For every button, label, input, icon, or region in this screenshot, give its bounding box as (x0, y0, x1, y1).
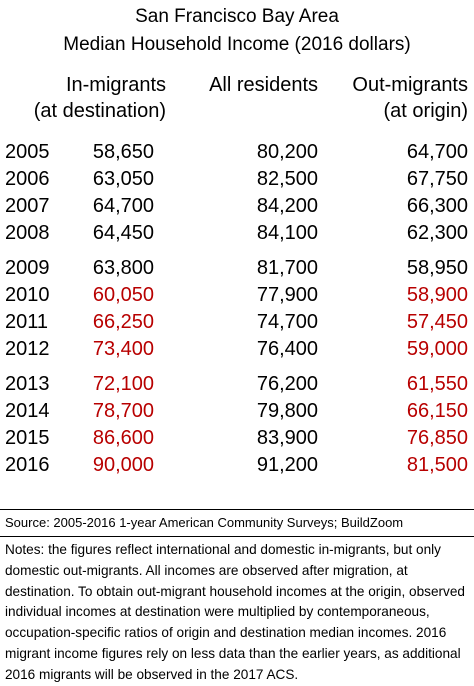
year-cell: 2005 (5, 141, 50, 163)
year-cell: 2011 (5, 311, 49, 333)
out-migrants-cell: 76,850 (406, 427, 468, 449)
in-migrants-cell: 86,600 (92, 427, 154, 449)
header-in-migrants-line2: (at destination) (33, 100, 166, 122)
year-cell: 2008 (5, 222, 50, 244)
in-migrants-cell: 90,000 (92, 454, 154, 476)
out-migrants-cell: 57,450 (406, 311, 468, 333)
all-residents-cell: 81,700 (256, 257, 318, 279)
table-row: 2015 86,600 83,900 76,850 (0, 425, 474, 452)
source-note: Source: 2005-2016 1-year American Commun… (5, 515, 404, 530)
all-residents-cell: 76,400 (256, 338, 318, 360)
in-migrants-cell: 72,100 (92, 373, 154, 395)
year-cell: 2007 (5, 195, 50, 217)
all-residents-cell: 91,200 (256, 454, 318, 476)
header-all-residents: All residents (190, 72, 318, 98)
table-row: 2009 63,800 81,700 58,950 (0, 255, 474, 282)
in-migrants-cell: 78,700 (92, 400, 154, 422)
table-row: 2016 90,000 91,200 81,500 (0, 452, 474, 479)
notes-text: Notes: the figures reflect international… (5, 542, 465, 682)
all-residents-cell: 83,900 (256, 427, 318, 449)
header-out-migrants-line2: (at origin) (383, 100, 468, 122)
in-migrants-cell: 58,650 (92, 141, 154, 163)
table-row: 2012 73,400 76,400 59,000 (0, 336, 474, 363)
year-cell: 2013 (5, 373, 50, 395)
header-all-residents-label: All residents (209, 74, 318, 96)
in-migrants-cell: 73,400 (92, 338, 154, 360)
in-migrants-cell: 60,050 (92, 284, 154, 306)
header-in-migrants: In-migrants (at destination) (0, 72, 166, 124)
table-row: 2010 60,050 77,900 58,900 (0, 282, 474, 309)
year-cell: 2009 (5, 257, 50, 279)
all-residents-cell: 84,200 (256, 195, 318, 217)
year-cell: 2016 (5, 454, 50, 476)
in-migrants-cell: 63,800 (92, 257, 154, 279)
all-residents-cell: 74,700 (256, 311, 318, 333)
year-cell: 2014 (5, 400, 50, 422)
out-migrants-cell: 66,150 (406, 400, 468, 422)
year-cell: 2010 (5, 284, 50, 306)
chart-title-line1: San Francisco Bay Area (135, 6, 339, 27)
header-in-migrants-line1: In-migrants (65, 74, 166, 96)
out-migrants-cell: 64,700 (406, 141, 468, 163)
table-row: 2005 58,650 80,200 64,700 (0, 139, 474, 166)
all-residents-cell: 79,800 (256, 400, 318, 422)
out-migrants-cell: 66,300 (406, 195, 468, 217)
all-residents-cell: 84,100 (256, 222, 318, 244)
table-row: 2013 72,100 76,200 61,550 (0, 371, 474, 398)
in-migrants-cell: 66,250 (92, 311, 154, 333)
year-cell: 2012 (5, 338, 50, 360)
out-migrants-cell: 58,950 (406, 257, 468, 279)
in-migrants-cell: 64,700 (92, 195, 154, 217)
table-row: 2007 64,700 84,200 66,300 (0, 193, 474, 220)
out-migrants-cell: 59,000 (406, 338, 468, 360)
all-residents-cell: 76,200 (256, 373, 318, 395)
in-migrants-cell: 63,050 (92, 168, 154, 190)
in-migrants-cell: 64,450 (92, 222, 154, 244)
header-out-migrants-line1: Out-migrants (352, 74, 468, 96)
divider (0, 509, 474, 510)
table-row: 2006 63,050 82,500 67,750 (0, 166, 474, 193)
out-migrants-cell: 58,900 (406, 284, 468, 306)
year-cell: 2015 (5, 427, 50, 449)
table-row: 2008 64,450 84,100 62,300 (0, 220, 474, 247)
all-residents-cell: 80,200 (256, 141, 318, 163)
all-residents-cell: 82,500 (256, 168, 318, 190)
all-residents-cell: 77,900 (256, 284, 318, 306)
header-out-migrants: Out-migrants (at origin) (330, 72, 468, 124)
table-row: 2014 78,700 79,800 66,150 (0, 398, 474, 425)
out-migrants-cell: 67,750 (406, 168, 468, 190)
out-migrants-cell: 62,300 (406, 222, 468, 244)
table-row: 2011 66,250 74,700 57,450 (0, 309, 474, 336)
divider (0, 536, 474, 537)
chart-title-line2: Median Household Income (2016 dollars) (63, 34, 411, 55)
year-cell: 2006 (5, 168, 50, 190)
out-migrants-cell: 81,500 (406, 454, 468, 476)
out-migrants-cell: 61,550 (406, 373, 468, 395)
